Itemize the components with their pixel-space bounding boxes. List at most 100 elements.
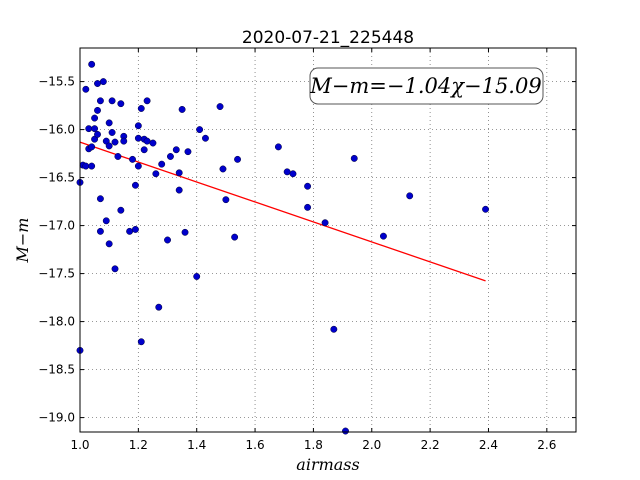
data-point: [131, 181, 139, 189]
data-point: [129, 155, 136, 163]
data-point: [406, 192, 414, 200]
fit-layer: [79, 141, 486, 282]
data-point: [181, 228, 189, 236]
data-point: [108, 97, 116, 105]
data-point: [289, 170, 297, 178]
data-point: [91, 114, 99, 122]
x-tick-label: 2.4: [479, 438, 498, 452]
data-point: [88, 60, 96, 68]
chart-title: 2020-07-21_225448: [242, 28, 414, 48]
data-point: [166, 153, 174, 160]
data-point: [379, 232, 387, 240]
x-tick-label: 1.4: [187, 438, 206, 452]
data-point: [96, 97, 104, 105]
data-point: [304, 203, 312, 211]
y-tick-label: −19.0: [38, 411, 75, 425]
data-point: [126, 227, 134, 235]
data-point: [222, 196, 230, 204]
data-point: [96, 195, 104, 203]
grid: [79, 48, 576, 432]
data-point: [342, 427, 349, 435]
data-point: [196, 126, 204, 134]
data-point: [143, 137, 151, 145]
data-point: [94, 106, 101, 114]
x-axis-label: airmass: [296, 455, 359, 474]
data-point: [231, 233, 239, 241]
data-point: [149, 139, 157, 147]
y-axis: −15.5 −16.0 −16.5 −17.0 −17.5 −18.0 −18.5 −19.0: [38, 75, 576, 425]
y-tick-label: −16.5: [38, 171, 75, 185]
fit-line: [79, 141, 486, 282]
y-tick-label: −17.5: [38, 267, 75, 281]
data-point: [152, 170, 160, 178]
data-point: [85, 125, 93, 133]
data-point: [350, 154, 358, 162]
data-point: [82, 162, 90, 170]
data-point: [274, 143, 282, 151]
data-point: [88, 162, 96, 170]
data-point: [94, 130, 101, 138]
data-point: [175, 186, 183, 194]
data-point: [120, 137, 128, 145]
data-point: [134, 134, 142, 142]
annotation-box: [309, 67, 544, 105]
y-tick-label: −16.0: [38, 123, 75, 137]
data-point: [96, 227, 104, 235]
x-tick-label: 1.2: [129, 438, 148, 452]
data-point: [155, 303, 163, 311]
y-axis-label: M−m: [13, 218, 32, 264]
data-point: [216, 103, 224, 111]
data-point: [178, 105, 186, 113]
data-point: [164, 236, 171, 244]
data-point: [117, 100, 125, 108]
data-point: [134, 122, 142, 130]
data-point: [137, 105, 145, 112]
data-point: [330, 325, 338, 333]
data-point: [184, 148, 192, 156]
data-point: [94, 80, 101, 87]
data-point: [131, 225, 139, 233]
data-point: [88, 143, 96, 151]
data-point: [105, 119, 113, 127]
y-tick-label: −15.5: [38, 75, 75, 89]
x-tick-label: 2.6: [537, 438, 556, 452]
data-point: [202, 134, 209, 142]
plot-area-frame: [79, 47, 577, 433]
y-tick-label: −18.5: [38, 363, 75, 377]
data-point: [143, 97, 151, 105]
data-point: [219, 165, 227, 173]
x-axis: 1.0 1.2 1.4 1.6 1.8 2.0 2.2 2.4 2.6: [70, 48, 556, 452]
data-points: [76, 60, 490, 435]
y-tick-label: −18.0: [38, 315, 75, 329]
data-point: [158, 160, 166, 168]
annotation-text: M−m=−1.04χ−15.09: [309, 74, 541, 98]
data-point: [111, 138, 119, 146]
x-tick-label: 2.2: [421, 438, 440, 452]
data-point: [304, 182, 312, 190]
data-point: [99, 78, 107, 86]
data-point: [140, 146, 148, 154]
data-point: [172, 146, 180, 154]
fit-annotation: M−m=−1.04χ−15.09: [309, 67, 544, 105]
x-tick-label: 1.8: [304, 438, 323, 452]
data-point: [105, 240, 113, 248]
data-point: [283, 168, 291, 176]
data-point: [175, 169, 183, 177]
data-point: [105, 142, 113, 150]
data-point: [482, 205, 490, 213]
data-point: [82, 85, 90, 93]
data-point: [321, 219, 329, 227]
data-point: [117, 206, 125, 214]
x-tick-label: 1.0: [70, 438, 89, 452]
data-point: [137, 338, 145, 346]
data-point: [91, 125, 99, 133]
data-point: [134, 162, 142, 170]
x-tick-label: 2.0: [362, 438, 381, 452]
data-point: [102, 217, 110, 225]
data-point: [114, 153, 122, 160]
data-point: [193, 273, 201, 280]
data-point: [108, 129, 116, 136]
x-tick-label: 1.6: [246, 438, 265, 452]
y-tick-label: −17.0: [38, 219, 75, 233]
